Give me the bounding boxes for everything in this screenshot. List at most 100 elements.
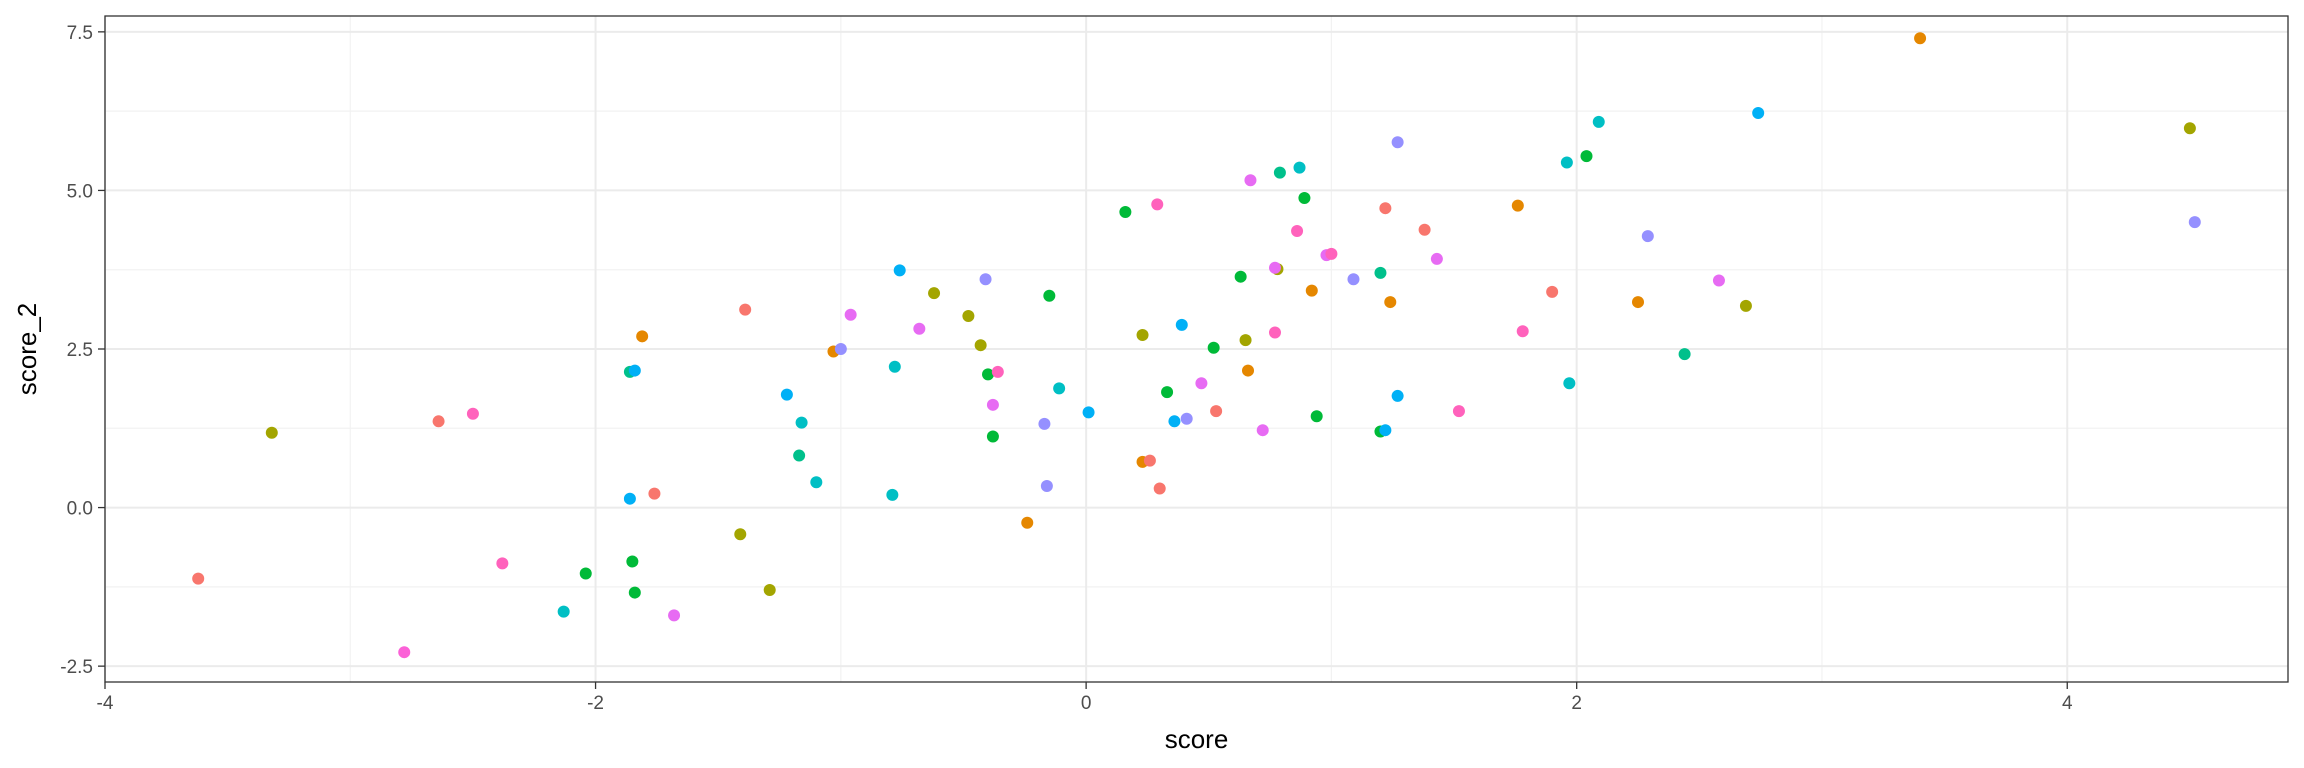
- data-point: [1195, 377, 1208, 390]
- data-point: [1560, 156, 1573, 169]
- data-point: [1268, 326, 1281, 339]
- data-point: [1546, 285, 1559, 298]
- y-axis: -2.5 0.0 2.5 5.0 7.5: [60, 23, 105, 678]
- data-point: [739, 303, 752, 316]
- data-point: [734, 528, 747, 541]
- data-point: [1391, 136, 1404, 149]
- data-point: [1293, 161, 1306, 174]
- data-point: [1452, 405, 1465, 418]
- data-point: [1082, 406, 1095, 419]
- y-tick-label: -2.5: [60, 657, 93, 678]
- plot-panel: [104, 15, 2289, 683]
- data-point: [1580, 150, 1593, 163]
- data-point: [1207, 341, 1220, 354]
- data-point: [623, 492, 636, 505]
- data-point: [1151, 198, 1164, 211]
- data-point: [496, 557, 509, 570]
- data-point: [886, 488, 899, 501]
- data-point: [636, 330, 649, 343]
- y-tick-label: 5.0: [67, 181, 93, 202]
- data-point: [982, 368, 995, 381]
- data-point: [1168, 415, 1181, 428]
- data-point: [1242, 364, 1255, 377]
- data-point: [1234, 270, 1247, 283]
- data-point: [986, 430, 999, 443]
- data-point: [1632, 296, 1645, 309]
- data-point: [1038, 417, 1051, 430]
- data-point: [1914, 32, 1927, 45]
- data-point: [1273, 166, 1286, 179]
- data-points: [192, 32, 2201, 659]
- y-tick-label: 7.5: [67, 23, 93, 44]
- data-point: [265, 426, 278, 439]
- data-point: [780, 388, 793, 401]
- data-point: [1516, 325, 1529, 338]
- data-point: [1678, 348, 1691, 361]
- data-point: [888, 360, 901, 373]
- data-point: [1040, 480, 1053, 493]
- x-axis-title: score: [1165, 724, 1229, 754]
- x-tick-label: 2: [1571, 693, 1582, 714]
- data-point: [974, 339, 987, 352]
- data-point: [1244, 174, 1257, 187]
- x-tick-label: -2: [587, 693, 604, 714]
- data-point: [1374, 266, 1387, 279]
- data-point: [1384, 296, 1397, 309]
- data-point: [1161, 386, 1174, 399]
- data-point: [979, 273, 992, 286]
- data-point: [2183, 122, 2196, 135]
- data-point: [834, 343, 847, 355]
- y-axis-title: score_2: [12, 303, 42, 396]
- data-point: [1712, 274, 1725, 287]
- data-point: [398, 646, 411, 659]
- data-point: [1305, 284, 1318, 297]
- data-point: [1239, 334, 1252, 347]
- data-point: [1175, 318, 1188, 331]
- data-point: [795, 416, 808, 429]
- data-point: [1379, 202, 1392, 215]
- x-tick-label: 4: [2062, 693, 2073, 714]
- data-point: [1641, 230, 1654, 243]
- data-point: [557, 605, 570, 618]
- data-point: [628, 586, 641, 599]
- data-point: [1592, 115, 1605, 128]
- data-point: [1210, 405, 1223, 418]
- data-point: [1379, 424, 1392, 437]
- data-point: [1418, 223, 1431, 236]
- data-point: [962, 310, 975, 323]
- data-point: [579, 567, 592, 580]
- data-point: [648, 487, 661, 500]
- data-point: [466, 407, 479, 420]
- data-point: [893, 264, 906, 277]
- data-point: [763, 584, 776, 597]
- data-point: [1430, 252, 1443, 265]
- data-point: [1153, 482, 1166, 495]
- data-point: [1021, 516, 1034, 529]
- x-axis: -4 -2 0 2 4: [97, 682, 2073, 714]
- data-point: [793, 449, 806, 462]
- data-point: [1180, 412, 1193, 425]
- data-point: [1298, 192, 1311, 205]
- data-point: [1511, 199, 1524, 212]
- data-point: [192, 572, 205, 585]
- x-tick-label: 0: [1081, 693, 1092, 714]
- data-point: [928, 287, 941, 300]
- data-point: [626, 555, 639, 568]
- data-point: [1325, 247, 1338, 260]
- data-point: [1043, 289, 1056, 302]
- data-point: [1347, 273, 1360, 286]
- data-point: [1739, 299, 1752, 312]
- data-point: [1291, 225, 1304, 238]
- data-point: [2188, 216, 2201, 229]
- y-tick-label: 0.0: [67, 499, 93, 520]
- data-point: [1136, 329, 1149, 342]
- data-point: [1053, 382, 1066, 395]
- data-point: [913, 322, 926, 335]
- data-point: [1256, 424, 1269, 437]
- data-point: [1143, 454, 1156, 467]
- data-point: [844, 308, 857, 321]
- data-point: [1752, 107, 1765, 120]
- data-point: [991, 365, 1004, 378]
- data-point: [1563, 377, 1576, 390]
